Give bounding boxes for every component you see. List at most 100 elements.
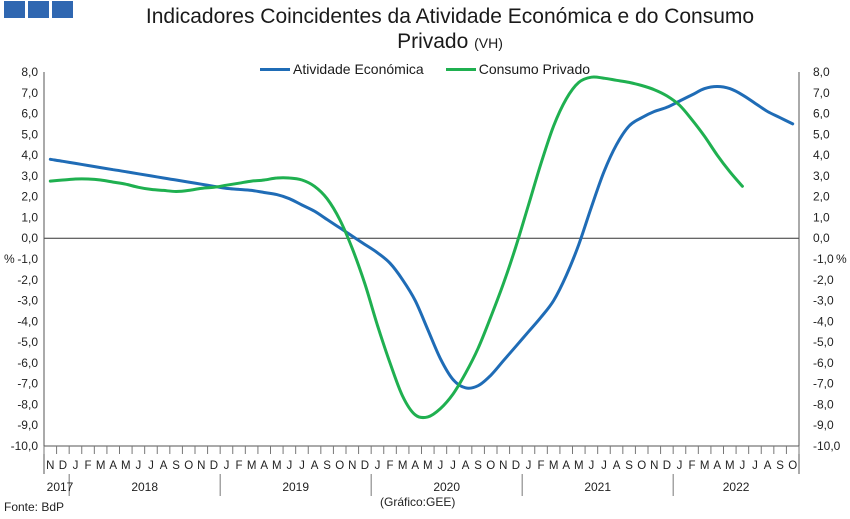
series-line-consumo xyxy=(48,75,744,420)
month-label: A xyxy=(109,460,117,472)
y-tick-label-right: -10,0 xyxy=(813,439,841,453)
y-tick-label-left: -5,0 xyxy=(17,335,38,349)
y-tick-label-left: -4,0 xyxy=(17,314,38,328)
month-label: J xyxy=(740,460,746,472)
year-label: 2020 xyxy=(433,480,460,494)
y-tick-label-right: 1,0 xyxy=(813,210,830,224)
month-label: A xyxy=(613,460,621,472)
year-label: 2019 xyxy=(282,480,309,494)
month-label: N xyxy=(650,460,658,472)
month-label: A xyxy=(311,460,319,472)
title-unit: (VH) xyxy=(474,35,503,51)
y-tick-label-right: 4,0 xyxy=(813,148,830,162)
y-tick-label-left: 4,0 xyxy=(21,148,38,162)
y-tick-label-left: -3,0 xyxy=(17,294,38,308)
y-tick-label-left: -7,0 xyxy=(17,377,38,391)
logo-block xyxy=(4,1,25,18)
month-label: J xyxy=(136,460,142,472)
month-label: O xyxy=(486,460,495,472)
legend-label-consumo: Consumo Privado xyxy=(478,61,591,77)
month-label: F xyxy=(538,460,545,472)
title-line-2-text: Privado xyxy=(397,30,469,53)
legend-swatch-atividade xyxy=(259,67,290,71)
month-label: S xyxy=(172,460,180,472)
y-tick-label-left: -10,0 xyxy=(11,439,39,453)
month-label: M xyxy=(700,460,710,472)
month-label: D xyxy=(59,460,67,472)
month-label: M xyxy=(574,460,584,472)
month-label: A xyxy=(462,460,470,472)
month-label: A xyxy=(713,460,721,472)
y-tick-label-right: -4,0 xyxy=(813,314,834,328)
year-label: 2021 xyxy=(584,480,611,494)
month-label: F xyxy=(236,460,243,472)
month-label: A xyxy=(764,460,772,472)
month-label: D xyxy=(361,460,369,472)
month-label: N xyxy=(348,460,356,472)
legend-swatch-consumo xyxy=(445,67,476,71)
month-label: A xyxy=(562,460,570,472)
month-label: M xyxy=(121,460,131,472)
y-tick-label-right: 7,0 xyxy=(813,86,830,100)
series-line-atividade xyxy=(48,85,795,390)
month-label: S xyxy=(323,460,331,472)
legend: Atividade Económica Consumo Privado xyxy=(0,61,850,77)
logo xyxy=(4,1,73,18)
y-tick-label-right: -2,0 xyxy=(813,273,834,287)
legend-item-atividade: Atividade Económica xyxy=(259,61,424,77)
logo-block xyxy=(28,1,49,18)
month-label: J xyxy=(450,460,456,472)
month-label: N xyxy=(46,460,54,472)
month-label: M xyxy=(725,460,735,472)
month-label: F xyxy=(85,460,92,472)
y-tick-label-right: -6,0 xyxy=(813,356,834,370)
month-label: O xyxy=(637,460,646,472)
month-label: F xyxy=(689,460,696,472)
month-label: S xyxy=(625,460,633,472)
month-label: J xyxy=(601,460,607,472)
month-label: S xyxy=(474,460,482,472)
y-tick-label-left: 3,0 xyxy=(21,169,38,183)
y-tick-label-right: 0,0 xyxy=(813,231,830,245)
y-tick-label-left: 5,0 xyxy=(21,127,38,141)
month-label: J xyxy=(224,460,230,472)
month-label: S xyxy=(776,460,784,472)
month-label: M xyxy=(272,460,282,472)
y-tick-label-left: -2,0 xyxy=(17,273,38,287)
month-label: M xyxy=(398,460,408,472)
y-tick-label-left: 6,0 xyxy=(21,107,38,121)
y-tick-label-left: -9,0 xyxy=(17,418,38,432)
y-tick-label-left: 8,0 xyxy=(21,65,38,79)
month-label: J xyxy=(438,460,444,472)
month-label: J xyxy=(299,460,305,472)
month-label: J xyxy=(375,460,381,472)
y-tick-label-left: 2,0 xyxy=(21,190,38,204)
month-label: A xyxy=(260,460,268,472)
month-label: A xyxy=(411,460,419,472)
month-label: J xyxy=(73,460,79,472)
chart-credit: (Gráfico:GEE) xyxy=(380,495,456,509)
month-label: M xyxy=(96,460,106,472)
month-label: O xyxy=(788,460,797,472)
y-tick-label-left: -6,0 xyxy=(17,356,38,370)
month-label: M xyxy=(423,460,433,472)
month-label: N xyxy=(197,460,205,472)
month-label: F xyxy=(387,460,394,472)
y-tick-label-left: -1,0 xyxy=(17,252,38,266)
logo-block xyxy=(52,1,73,18)
y-tick-label-right: -9,0 xyxy=(813,418,834,432)
y-tick-label-right: 8,0 xyxy=(813,65,830,79)
month-label: O xyxy=(184,460,193,472)
y-tick-label-right: 3,0 xyxy=(813,169,830,183)
title-line-2: Privado (VH) xyxy=(110,29,790,56)
month-label: J xyxy=(148,460,154,472)
y-tick-label-right: 5,0 xyxy=(813,127,830,141)
y-tick-label-left: 1,0 xyxy=(21,210,38,224)
y-tick-label-right: -1,0 xyxy=(813,252,834,266)
y-tick-label-left: 0,0 xyxy=(21,231,38,245)
source-note: Fonte: BdP xyxy=(4,500,65,514)
month-label: J xyxy=(677,460,683,472)
y-tick-label-right: 2,0 xyxy=(813,190,830,204)
legend-item-consumo: Consumo Privado xyxy=(445,61,591,77)
